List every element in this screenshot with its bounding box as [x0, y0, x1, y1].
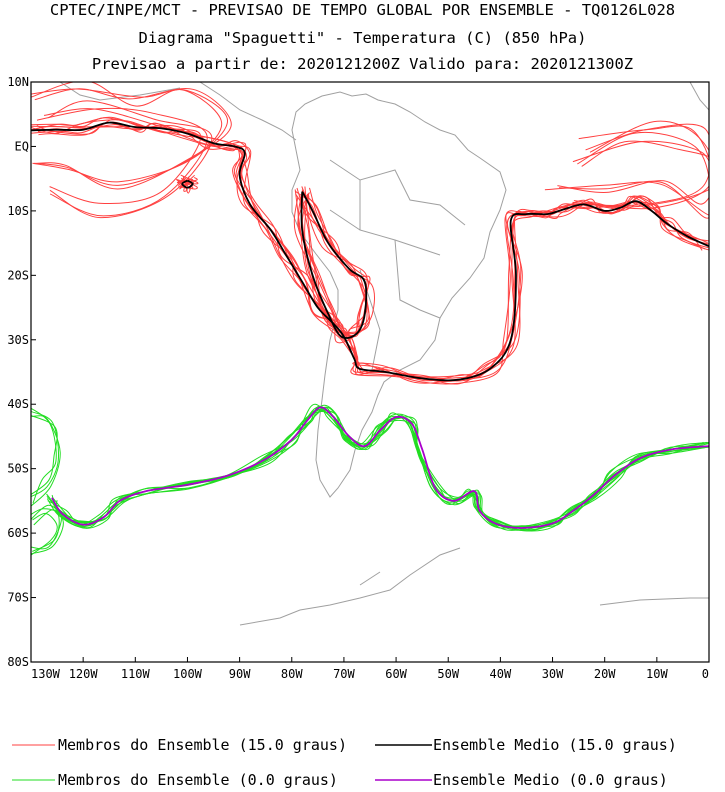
mean-15-line	[31, 121, 709, 382]
member-15-line	[31, 119, 709, 379]
y-tick-label: 10N	[7, 75, 29, 89]
africa-coastline	[689, 82, 709, 111]
x-tick-label: 120W	[69, 667, 99, 681]
member-15-line	[573, 125, 709, 210]
y-tick-label: 60S	[7, 526, 29, 540]
y-tick-label: 20S	[7, 268, 29, 282]
member-15-line	[31, 116, 709, 385]
member-0-line	[31, 410, 60, 498]
member-15-line	[295, 193, 370, 336]
mexico-coastline	[59, 82, 181, 101]
y-tick-label: 10S	[7, 204, 29, 218]
mean-layer	[31, 121, 709, 529]
x-tick-label: 30W	[542, 667, 564, 681]
chart-title-line-2: Diagrama "Spaguetti" - Temperatura (C) (…	[138, 29, 587, 47]
y-tick-label: 30S	[7, 333, 29, 347]
member-15-line	[36, 107, 208, 217]
central-america-coastline	[199, 82, 297, 141]
member-15-line	[31, 125, 704, 384]
members-15-layer	[31, 82, 709, 385]
member-0-line	[31, 415, 61, 507]
x-tick-label: 20W	[594, 667, 616, 681]
member-15-line	[37, 124, 706, 382]
mean-15-line	[181, 179, 194, 189]
x-tick-label: 100W	[173, 667, 203, 681]
antarctica-coastline	[239, 547, 709, 626]
legend-label-members-0: Membros do Ensemble (0.0 graus)	[58, 771, 338, 789]
y-tick-label: 80S	[7, 655, 29, 669]
member-15-line	[299, 189, 375, 336]
members-0-layer	[31, 403, 709, 556]
member-15-line	[34, 88, 232, 190]
member-0-line	[46, 404, 707, 531]
y-tick-label: 50S	[7, 462, 29, 476]
member-15-line	[37, 117, 709, 378]
chart-title-line-1: CPTEC/INPE/MCT - PREVISAO DE TEMPO GLOBA…	[49, 1, 676, 19]
x-tick-label: 70W	[333, 667, 355, 681]
axis-ticks: 130W 120W 110W 100W 90W 80W 70W 60W 50W 40W 30W 20W…	[7, 75, 710, 681]
member-15-line	[544, 140, 709, 216]
x-tick-label: 40W	[490, 667, 512, 681]
legend: Membros do Ensemble (15.0 graus) Ensembl…	[12, 736, 677, 789]
country-borders	[329, 159, 466, 371]
member-15-line	[572, 120, 709, 208]
x-tick-label: 10W	[646, 667, 668, 681]
mean-15-line	[300, 191, 368, 339]
x-tick-label: 110W	[121, 667, 151, 681]
legend-label-members-15: Membros do Ensemble (15.0 graus)	[58, 736, 347, 754]
coastline-layer	[59, 82, 709, 626]
member-0-line	[31, 512, 58, 556]
mean-0-line	[51, 406, 709, 529]
x-tick-label: 130W	[31, 667, 61, 681]
x-tick-label: 50W	[437, 667, 459, 681]
member-15-line	[31, 121, 709, 381]
member-15-line	[38, 118, 709, 382]
x-tick-label: 60W	[385, 667, 407, 681]
x-tick-label: 80W	[281, 667, 303, 681]
y-tick-label: EQ	[15, 139, 29, 153]
member-15-line	[48, 100, 213, 219]
y-tick-label: 70S	[7, 591, 29, 605]
member-15-line	[31, 125, 703, 385]
plot-frame	[30, 81, 710, 663]
x-tick-label: 90W	[229, 667, 251, 681]
member-15-line	[557, 140, 709, 205]
chart-title-line-3: Previsao a partir de: 2020121200Z Valido…	[91, 55, 634, 73]
member-0-line	[31, 415, 58, 496]
legend-label-mean-15: Ensemble Medio (15.0 graus)	[433, 736, 677, 754]
y-tick-label: 40S	[7, 397, 29, 411]
member-15-line	[36, 122, 708, 382]
member-15-line	[558, 131, 709, 219]
member-0-line	[52, 403, 704, 529]
member-0-line	[31, 508, 62, 550]
legend-label-mean-0: Ensemble Medio (0.0 graus)	[433, 771, 668, 789]
x-tick-label: 0	[702, 667, 709, 681]
